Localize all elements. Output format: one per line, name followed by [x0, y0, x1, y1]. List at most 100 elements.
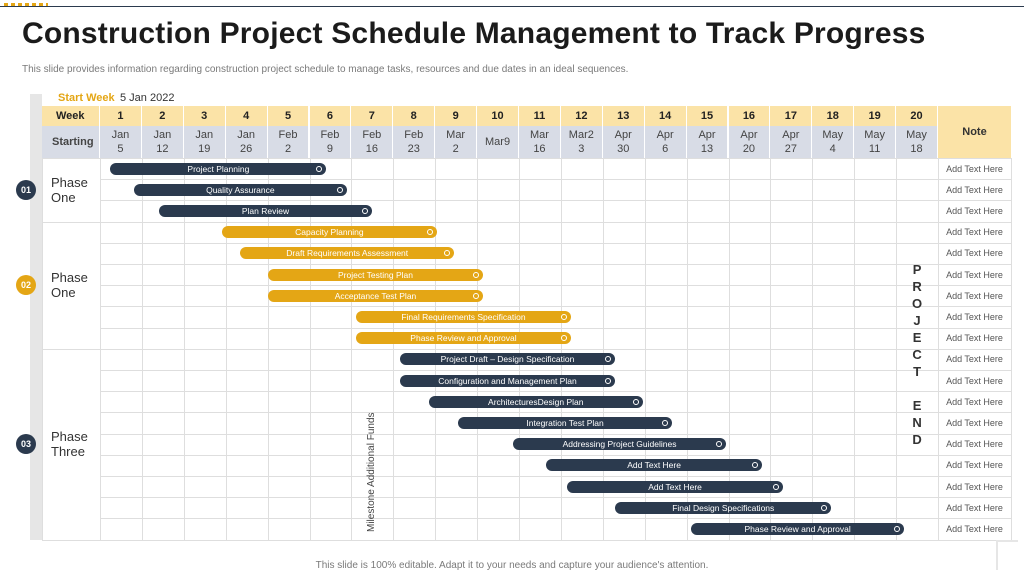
left-strip	[30, 94, 42, 540]
task-bar-label: Draft Requirements Assessment	[286, 248, 409, 259]
note-cell: Add Text Here	[946, 184, 1003, 195]
task-bar-label: Project Draft – Design Specification	[440, 354, 575, 365]
task-bar-label: Phase Review and Approval	[744, 524, 851, 534]
task-bar: Final Requirements Specification	[355, 311, 572, 323]
week-number-cell: 15	[686, 106, 729, 126]
task-bar: Project Planning	[110, 162, 327, 175]
project-end-letter: E	[912, 398, 922, 413]
week-number-cell: 10	[477, 106, 519, 126]
task-bar: Addressing Project Guidelines	[512, 438, 727, 451]
milestone-label: Milestone Additional Funds	[366, 412, 378, 532]
week-date-cell: Apr 30	[602, 126, 645, 158]
page-title: Construction Project Schedule Management…	[22, 17, 926, 50]
task-bar: Quality Assurance	[133, 183, 348, 196]
note-cell: Add Text Here	[946, 333, 1003, 344]
grid-vline	[1011, 158, 1012, 540]
task-bar-label: Add Text Here	[648, 481, 702, 492]
week-number-cell: 16	[728, 106, 771, 126]
phase-label: Phase One	[51, 174, 88, 205]
task-bar: ArchitecturesDesign Plan	[428, 395, 643, 408]
task-bar-label: Final Requirements Specification	[401, 312, 526, 322]
grid-hline	[100, 518, 1011, 520]
week-date-cell: May 4	[812, 126, 855, 158]
grid-hline	[100, 327, 1011, 329]
week-header-label: Week	[42, 106, 100, 126]
task-bar-label: Final Design Specifications	[672, 502, 775, 513]
week-date-cell: May 11	[854, 126, 897, 158]
task-bar-end-marker	[316, 165, 323, 172]
week-date-cell: Jan 12	[141, 126, 184, 158]
task-bar-end-marker	[561, 335, 568, 342]
note-cell: Add Text Here	[946, 290, 1003, 301]
note-cell: Add Text Here	[946, 354, 1003, 365]
phase-label: Phase One	[51, 270, 88, 301]
grid-hline	[100, 242, 1011, 244]
task-bar-label: Integration Test Plan	[526, 418, 604, 428]
task-bar-end-marker	[444, 250, 451, 257]
task-bar-label: Quality Assurance	[206, 184, 275, 195]
grid-hline	[42, 158, 1011, 159]
corner-decoration	[996, 540, 1018, 570]
project-end-letter: R	[912, 279, 922, 294]
week-date-cell: Mar 16	[519, 126, 561, 158]
note-cell: Add Text Here	[946, 481, 1003, 492]
grid-hline	[100, 285, 1011, 287]
note-cell: Add Text Here	[946, 269, 1003, 280]
grid-hline	[100, 497, 1011, 499]
week-number-cell: 20	[896, 106, 938, 126]
start-week-label: Start Week	[58, 92, 115, 104]
task-bar-label: Project Planning	[187, 163, 250, 174]
task-bar-label: Capacity Planning	[295, 227, 364, 238]
top-rule	[0, 6, 1024, 7]
project-end-letter: D	[912, 432, 922, 447]
project-end-letter: E	[912, 330, 922, 345]
phase-label: Phase Three	[51, 429, 88, 460]
week-date-cell: Feb 2	[267, 126, 310, 158]
task-bar-end-marker	[752, 462, 759, 469]
week-number-cell: 2	[141, 106, 184, 126]
project-end-letter: N	[912, 415, 922, 430]
note-cell: Add Text Here	[946, 163, 1003, 174]
task-bar: Configuration and Management Plan	[399, 374, 616, 387]
top-decoration	[4, 3, 48, 7]
task-bar-end-marker	[362, 208, 369, 214]
week-date-cell: Mar2 3	[560, 126, 603, 158]
task-bar-end-marker	[473, 292, 480, 299]
task-bar-end-marker	[473, 271, 480, 278]
note-cell: Add Text Here	[946, 396, 1003, 407]
task-bar-end-marker	[716, 441, 723, 448]
week-date-cell: Apr 27	[770, 126, 813, 158]
task-bar-end-marker	[337, 186, 344, 193]
week-number-cell: 17	[770, 106, 813, 126]
start-week-value: 5 Jan 2022	[120, 92, 175, 104]
week-number-cell: 12	[560, 106, 603, 126]
task-bar-end-marker	[605, 356, 612, 363]
note-cell: Add Text Here	[946, 205, 1003, 216]
week-date-cell: Jan 19	[183, 126, 226, 158]
note-header: Note	[938, 106, 1011, 158]
week-date-cell: Mar9	[477, 126, 519, 158]
week-number-cell: 6	[309, 106, 352, 126]
project-end-letter: T	[913, 364, 922, 379]
project-end-letter: P	[912, 262, 922, 277]
task-bar: Add Text Here	[546, 459, 763, 472]
task-bar: Add Text Here	[567, 480, 783, 493]
task-bar: Project Testing Plan	[267, 268, 484, 281]
week-number-cell: 7	[351, 106, 394, 126]
week-date-cell: Feb 9	[309, 126, 352, 158]
week-date-cell: Feb 23	[393, 126, 436, 158]
week-number-cell: 13	[602, 106, 645, 126]
week-date-cell: May 18	[896, 126, 938, 158]
note-cell: Add Text Here	[946, 227, 1003, 238]
grid-hline	[42, 348, 1011, 350]
week-number-cell: 18	[812, 106, 855, 126]
week-number-cell: 19	[854, 106, 897, 126]
week-number-cell: 1	[100, 106, 142, 126]
week-date-cell: Apr 20	[728, 126, 771, 158]
grid-hline	[100, 391, 1011, 393]
week-date-cell: Jan 26	[225, 126, 268, 158]
starting-header-label: Starting	[42, 126, 100, 158]
week-date-cell: Jan 5	[100, 126, 142, 158]
grid-hline	[100, 264, 1011, 265]
grid-hline	[100, 433, 1011, 435]
